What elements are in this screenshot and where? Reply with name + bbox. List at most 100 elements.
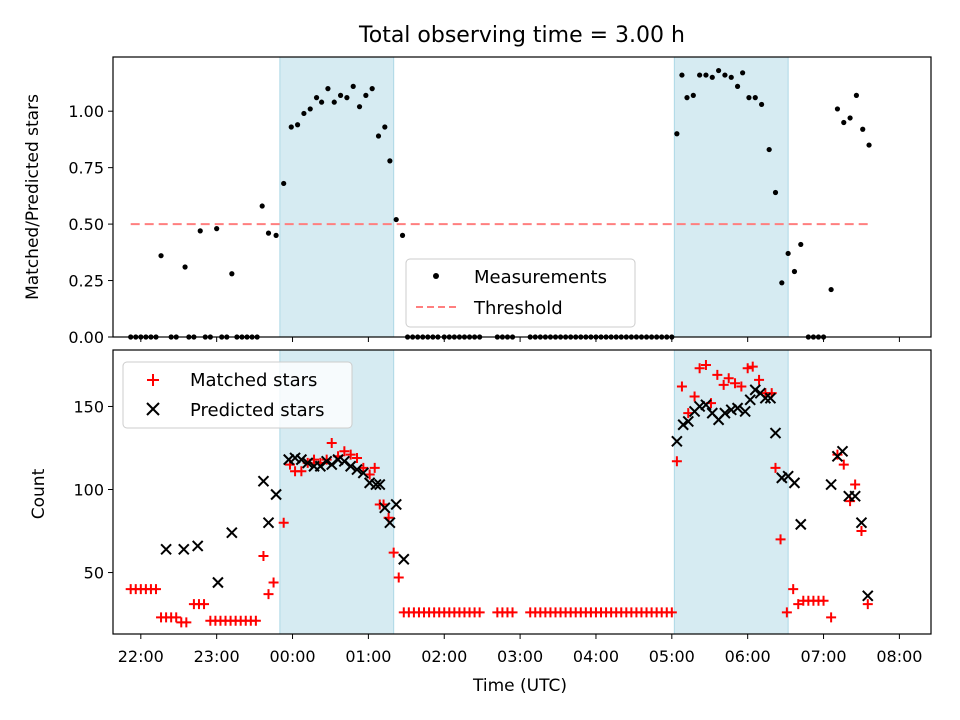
matched-star-marker [788, 584, 799, 595]
matched-star-marker [258, 550, 269, 561]
measurement-point [393, 216, 399, 223]
x-tick-label: 00:00 [269, 647, 315, 666]
measurement-point [853, 92, 860, 98]
predicted-star-marker [682, 415, 694, 428]
measurement-point [319, 99, 325, 105]
predicted-star-marker [825, 478, 837, 491]
ratio-panel-frame [112, 56, 932, 338]
predicted-star-marker [351, 463, 363, 476]
measurement-point [337, 92, 344, 98]
count-y-axis-label: Count [29, 468, 49, 519]
measurement-point [690, 92, 696, 98]
predicted-star-marker [764, 392, 777, 404]
measurement-point [307, 106, 313, 112]
matched-star-marker [742, 363, 753, 374]
predicted-star-marker [671, 435, 683, 448]
measurement-point [847, 115, 853, 121]
matched-star-marker [754, 374, 765, 385]
matched-star-marker [712, 369, 723, 380]
measurement-point [709, 74, 715, 80]
measurement-point [325, 86, 331, 92]
matched-star-marker [850, 479, 861, 490]
matched-star-marker [700, 359, 711, 370]
measurement-point [746, 95, 752, 101]
matched-star-marker [718, 379, 729, 390]
measurement-point [229, 271, 235, 277]
y-tick-label: 0.00 [68, 328, 104, 347]
measurement-point [259, 203, 265, 209]
predicted-star-marker [677, 419, 689, 431]
legend-marker-matched [147, 374, 159, 386]
measurement-point [273, 232, 279, 238]
x-tick-label: 22:00 [118, 647, 164, 666]
measurement-point [281, 180, 287, 187]
predicted-star-marker [384, 517, 396, 529]
x-tick-label: 05:00 [649, 647, 695, 666]
measurement-point [860, 126, 866, 132]
matched-star-marker [474, 607, 485, 618]
x-tick-label: 06:00 [725, 647, 771, 666]
matched-star-marker [268, 577, 279, 588]
y-tick-label: 0.25 [68, 272, 104, 291]
y-tick-label: 0.50 [68, 215, 104, 234]
predicted-star-marker [344, 460, 357, 472]
chart-title: Total observing time = 3.00 h [358, 23, 685, 48]
matched-star-marker [171, 612, 182, 623]
matched-star-marker [826, 612, 837, 623]
matched-star-marker [818, 595, 829, 606]
legend-label-threshold: Threshold [473, 298, 563, 319]
night-window-shade [673, 56, 789, 338]
measurement-point [758, 101, 765, 108]
y-tick-label: 150 [73, 397, 104, 416]
ratio-legend-box [405, 258, 636, 328]
predicted-star-marker [739, 405, 751, 418]
measurement-point [313, 95, 320, 101]
measurement-point [344, 95, 350, 101]
matched-star-marker [723, 373, 734, 384]
measurement-point [766, 146, 772, 153]
predicted-star-marker [257, 475, 270, 487]
matched-star-marker [250, 615, 261, 626]
y-tick-label: 0.75 [68, 159, 104, 178]
matched-star-marker [339, 446, 350, 457]
predicted-star-marker [357, 467, 370, 479]
predicted-star-marker [192, 540, 204, 552]
measurement-point [182, 264, 188, 270]
matched-star-marker [393, 572, 404, 583]
matched-star-marker [507, 607, 518, 618]
measurement-point [740, 70, 746, 76]
matched-star-marker [862, 599, 873, 610]
night-window-shade [279, 56, 395, 338]
matched-star-marker [345, 449, 356, 460]
measurement-point [197, 228, 203, 234]
x-tick-label: 01:00 [345, 647, 391, 666]
measurement-point [331, 99, 337, 105]
y-tick-label: 100 [73, 481, 104, 500]
predicted-star-marker [178, 543, 190, 556]
measurement-point [772, 189, 779, 196]
measurement-point [752, 95, 758, 101]
matched-star-marker [296, 466, 307, 477]
y-tick-label: 1.00 [68, 102, 104, 121]
matched-star-marker [278, 517, 289, 528]
predicted-star-marker [719, 407, 731, 419]
predicted-star-marker [390, 498, 402, 511]
x-tick-label: 03:00 [497, 647, 543, 666]
measurement-point [350, 83, 356, 89]
matched-star-marker [326, 438, 337, 449]
x-tick-label: 02:00 [421, 647, 467, 666]
measurement-point [834, 106, 841, 112]
predicted-star-marker [769, 427, 782, 439]
predicted-star-marker [379, 502, 391, 514]
predicted-star-marker [795, 518, 807, 531]
measurement-point [356, 104, 363, 110]
predicted-star-marker [731, 402, 744, 414]
legend-marker-measurements [433, 273, 439, 279]
measurement-point [214, 226, 220, 232]
measurement-point [734, 83, 741, 89]
matched-star-marker [781, 607, 792, 618]
predicted-star-marker [320, 455, 333, 467]
matched-star-marker [369, 462, 380, 473]
measurement-point [798, 241, 804, 248]
